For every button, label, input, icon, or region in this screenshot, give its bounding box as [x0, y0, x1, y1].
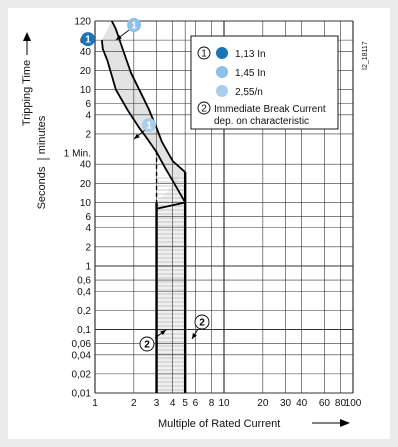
legend: 1 1,13 In 1,45 In 2,55/n 2 Immediate Break Cu…: [190, 35, 339, 130]
y-tick-label-minutes: 2: [85, 129, 91, 140]
y-tick-label-minutes: 10: [80, 85, 92, 96]
chart-panel: 120604020106421 Min.40201064210,60,40,20…: [8, 8, 390, 439]
legend-color-dot: [216, 85, 228, 97]
annotation-marker-113-label: 1: [85, 35, 91, 46]
instantaneous-band-hatch: [156, 177, 186, 391]
legend-entry-text: 1,13 In: [235, 49, 266, 60]
y-tick-label-minutes: 4: [85, 110, 91, 121]
band-connector-line: [156, 201, 186, 210]
legend-marker-1-text: 1: [201, 49, 207, 60]
legend-color-dot: [216, 66, 228, 78]
x-tick-label: 2: [131, 398, 137, 409]
y-tick-label-seconds: 0,6: [77, 276, 91, 287]
y-tick-label-seconds: 0,1: [77, 325, 91, 336]
one-minute-label: 1 Min.: [64, 149, 91, 160]
legend-box: [190, 35, 339, 130]
y-tick-label-seconds: 0,06: [72, 339, 92, 350]
x-tick-label: 60: [319, 398, 331, 409]
annotation-arrow-break-left-head: [160, 330, 166, 336]
x-tick-label: 4: [170, 398, 176, 409]
x-tick-label: 40: [296, 398, 308, 409]
y-axis-minutes-label: minutes: [36, 115, 48, 154]
y-tick-label-seconds: 4: [85, 223, 91, 234]
annotation-marker-break-left: [139, 336, 155, 352]
x-tick-label: 80: [335, 398, 347, 409]
y-tick-label-seconds: 0,2: [77, 306, 91, 317]
y-tick-label-seconds: 1: [85, 261, 91, 272]
x-axis-title: Multiple of Rated Current: [158, 418, 280, 430]
y-tick-label-seconds: 0,01: [72, 389, 92, 400]
y-tick-label-seconds: 0,4: [77, 287, 91, 298]
annotation-marker-145: [127, 18, 141, 32]
annotation-marker-break-left-label: 2: [144, 340, 150, 351]
x-tick-label: 1: [92, 398, 98, 409]
x-tick-label: 30: [280, 398, 292, 409]
x-axis-arrow-head: [340, 419, 350, 427]
legend-marker-1: [197, 46, 211, 60]
y-tick-label-seconds: 10: [80, 198, 92, 209]
y-tick-label-seconds: 6: [85, 212, 91, 223]
legend-marker-2: [197, 101, 211, 115]
annotation-arrow-255-head: [134, 133, 140, 139]
y-tick-label-minutes: 120: [74, 17, 91, 28]
annotation-arrow-break-right-head: [192, 333, 197, 339]
y-tick-label-seconds: 0,04: [72, 350, 92, 361]
image-id-label: I2_18117: [362, 41, 369, 70]
legend-color-dot: [216, 47, 228, 59]
x-tick-label: 5: [182, 398, 188, 409]
x-tick-label: 3: [154, 398, 160, 409]
y-tick-label-minutes: 20: [80, 66, 92, 77]
y-tick-label-seconds: 2: [85, 242, 91, 253]
annotation-marker-145-label: 1: [131, 21, 137, 32]
y-axis-seconds-label: Seconds: [36, 166, 48, 209]
tripping-characteristic-chart: 120604020106421 Min.40201064210,60,40,20…: [21, 17, 369, 431]
legend-entry-2-line1: Immediate Break Current: [214, 104, 326, 115]
y-tick-label-seconds: 0,02: [72, 369, 92, 380]
legend-entry-2-line2: dep. on characteristic: [214, 116, 309, 127]
y-tick-label-seconds: 40: [80, 160, 92, 171]
y-tick-label-seconds: 20: [80, 179, 92, 190]
annotation-marker-break-right: [194, 314, 210, 330]
y-axis-title: Tripping Time: [21, 60, 33, 126]
x-tick-label: 8: [209, 398, 215, 409]
x-tick-label: 10: [218, 398, 230, 409]
annotation-arrow-145-head: [116, 34, 122, 40]
legend-entry-text: 2,55/n: [235, 87, 263, 98]
annotation-marker-break-right-label: 2: [199, 318, 205, 329]
y-axis-arrow-head: [23, 32, 31, 41]
lower-trip-curve: [100, 40, 186, 203]
tolerance-band-fill: [101, 21, 186, 203]
annotation-marker-113: [81, 32, 95, 47]
y-tick-label-minutes: 40: [80, 47, 92, 58]
x-tick-label: 100: [345, 398, 362, 409]
x-tick-label: 20: [257, 398, 269, 409]
legend-marker-2-text: 2: [201, 104, 207, 115]
annotation-marker-255: [142, 118, 156, 132]
y-tick-labels: 120604020106421 Min.40201064210,60,40,20…: [64, 17, 92, 400]
annotation-marker-255-label: 1: [146, 121, 152, 132]
y-tick-label-minutes: 6: [85, 99, 91, 110]
x-tick-label: 6: [193, 398, 199, 409]
legend-entry-text: 1,45 In: [235, 68, 266, 79]
